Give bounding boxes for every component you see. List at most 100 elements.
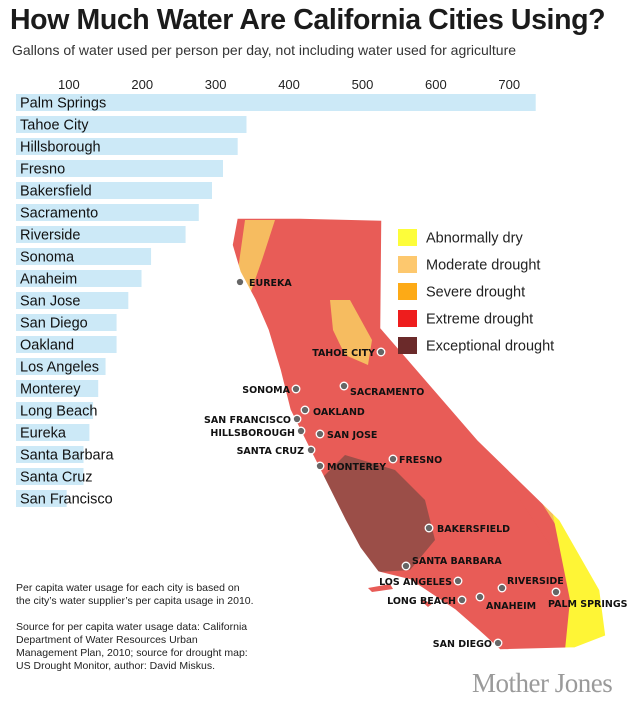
legend-label-abnormally-dry: Abnormally dry xyxy=(426,231,523,247)
bar-label-eureka: Eureka xyxy=(20,426,67,442)
bar-tahoe-city xyxy=(16,116,247,133)
bar-bakersfield xyxy=(16,182,212,199)
x-axis-ticks: 100 200 300 400 500 600 700 xyxy=(58,77,520,92)
legend-label-exceptional-drought: Exceptional drought xyxy=(426,339,554,355)
city-label-fresno: FRESNO xyxy=(399,455,442,466)
bar-santa-cruz xyxy=(16,468,84,485)
legend-swatch-severe-drought xyxy=(398,283,417,300)
city-label-palm-springs: PALM SPRINGS xyxy=(548,599,628,610)
bar-san-jose xyxy=(16,292,129,309)
bar-label-santa-cruz: Santa Cruz xyxy=(20,470,93,486)
moderate-drought-coast xyxy=(238,220,275,300)
city-dot-bakersfield xyxy=(424,523,434,533)
legend-label-severe-drought: Severe drought xyxy=(426,285,525,301)
notes: Per capita water usage for each city is … xyxy=(16,582,256,686)
city-dot-hillsborough xyxy=(296,426,306,436)
city-dot-oakland xyxy=(300,405,310,415)
bar-sonoma xyxy=(16,248,152,265)
city-dot-santa-cruz xyxy=(306,445,316,455)
city-dot-anaheim xyxy=(475,592,485,602)
bar-series: Palm Springs Tahoe City Hillsborough Fresno… xyxy=(16,94,536,508)
city-dot-santa-barbara xyxy=(401,561,411,571)
city-label-santa-cruz: SANTA CRUZ xyxy=(237,446,305,457)
bar-oakland xyxy=(16,336,117,353)
bar-riverside xyxy=(16,226,186,243)
legend-label-moderate-drought: Moderate drought xyxy=(426,258,540,274)
extreme-drought-band xyxy=(430,330,560,600)
channel-islands xyxy=(368,584,433,607)
bar-los-angeles xyxy=(16,358,106,375)
city-dot-riverside xyxy=(497,583,507,593)
city-label-santa-barbara: SANTA BARBARA xyxy=(412,556,502,567)
city-label-oakland: OAKLAND xyxy=(313,407,365,418)
x-tick-700: 700 xyxy=(498,77,520,92)
bar-palm-springs xyxy=(16,94,536,111)
city-label-hillsborough: HILLSBOROUGH xyxy=(210,428,295,439)
city-dot-san-jose xyxy=(315,429,325,439)
bar-label-santa-barbara: Santa Barbara xyxy=(20,448,114,464)
bar-label-riverside: Riverside xyxy=(20,228,80,244)
bar-eureka xyxy=(16,424,90,441)
bar-long-beach xyxy=(16,402,94,419)
bar-label-fresno: Fresno xyxy=(20,162,65,178)
city-label-sonoma: SONOMA xyxy=(242,385,290,396)
city-label-sacramento: SACRAMENTO xyxy=(350,387,424,398)
city-dot-long-beach xyxy=(457,595,467,605)
exceptional-drought-region xyxy=(320,455,435,572)
legend-label-extreme-drought: Extreme drought xyxy=(426,312,533,328)
legend-swatch-moderate-drought xyxy=(398,256,417,273)
bar-sacramento xyxy=(16,204,199,221)
california-outline xyxy=(231,217,607,651)
city-label-anaheim: ANAHEIM xyxy=(486,601,536,612)
bar-san-diego xyxy=(16,314,117,331)
moderate-drought-sierra xyxy=(330,300,372,365)
bar-anaheim xyxy=(16,270,142,287)
x-tick-400: 400 xyxy=(278,77,300,92)
bar-label-hillsborough: Hillsborough xyxy=(20,140,101,156)
city-dot-tahoe-city xyxy=(376,347,386,357)
city-label-riverside: RIVERSIDE xyxy=(507,576,564,587)
x-tick-500: 500 xyxy=(352,77,374,92)
chart-subtitle: Gallons of water used per person per day… xyxy=(12,42,517,58)
city-label-bakersfield: BAKERSFIELD xyxy=(437,524,510,535)
chart-title: How Much Water Are California Cities Usi… xyxy=(10,4,606,36)
drought-map: Abnormally dry Moderate drought Severe dro… xyxy=(204,217,628,651)
city-label-san-francisco: SAN FRANCISCO xyxy=(204,415,291,426)
city-dot-san-francisco xyxy=(292,414,302,424)
bar-label-tahoe-city: Tahoe City xyxy=(20,118,89,134)
x-tick-200: 200 xyxy=(131,77,153,92)
city-dot-palm-springs xyxy=(551,587,561,597)
bar-label-long-beach: Long Beach xyxy=(20,404,97,420)
bar-label-los-angeles: Los Angeles xyxy=(20,360,99,376)
bar-san-francisco xyxy=(16,490,67,507)
city-dot-los-angeles xyxy=(453,576,463,586)
city-dot-monterey xyxy=(315,461,325,471)
bar-label-anaheim: Anaheim xyxy=(20,272,77,288)
city-label-monterey: MONTEREY xyxy=(327,462,386,473)
city-label-san-diego: SAN DIEGO xyxy=(433,639,492,650)
bar-hillsborough xyxy=(16,138,238,155)
bar-santa-barbara xyxy=(16,446,84,463)
bar-label-san-jose: San Jose xyxy=(20,294,80,310)
city-label-long-beach: LONG BEACH xyxy=(387,596,456,607)
brand-logo: Mother Jones xyxy=(472,668,613,698)
bar-label-bakersfield: Bakersfield xyxy=(20,184,92,200)
city-dot-fresno xyxy=(388,454,398,464)
bar-monterey xyxy=(16,380,99,397)
x-tick-300: 300 xyxy=(205,77,227,92)
bar-fresno xyxy=(16,160,224,177)
bar-label-oakland: Oakland xyxy=(20,338,74,354)
bar-label-monterey: Monterey xyxy=(20,382,81,398)
bar-label-san-francisco: San Francisco xyxy=(20,492,113,508)
legend-swatch-abnormally-dry xyxy=(398,229,417,246)
city-markers: EUREKA TAHOE CITY SONOMA SACRAMENTO OAKLAND S… xyxy=(204,277,628,650)
bar-label-sonoma: Sonoma xyxy=(20,250,75,266)
city-label-san-jose: SAN JOSE xyxy=(327,430,377,441)
city-dot-san-diego xyxy=(493,638,503,648)
city-label-los-angeles: LOS ANGELES xyxy=(379,577,452,588)
source-note: Source for per capita water usage data: … xyxy=(16,621,248,672)
city-label-eureka: EUREKA xyxy=(249,278,292,289)
city-dot-sonoma xyxy=(291,384,301,394)
usage-note: Per capita water usage for each city is … xyxy=(16,582,254,607)
